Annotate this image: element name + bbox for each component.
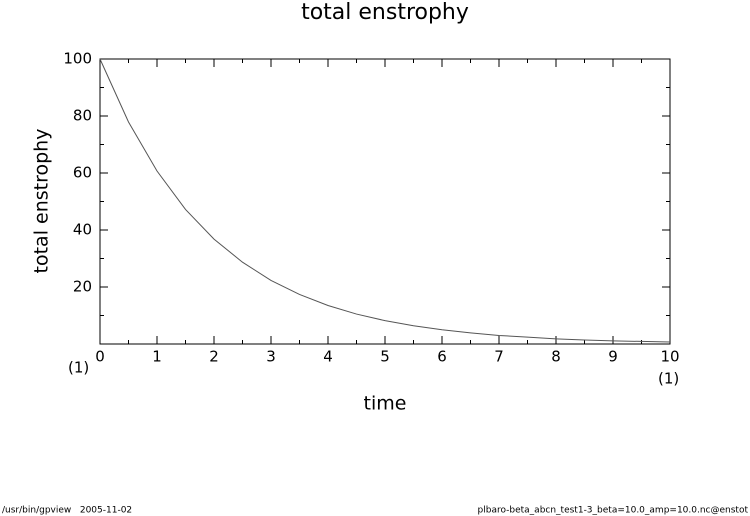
x-axis-label: time (364, 393, 407, 415)
data-line (99, 58, 671, 343)
plot-frame (99, 58, 671, 345)
y-tick-label: 100 (63, 50, 92, 68)
y-axis-label: total enstrophy (31, 129, 53, 274)
x-tick-label: 9 (608, 348, 618, 366)
x-unit-label: (1) (658, 370, 679, 388)
x-tick-label: 4 (323, 348, 333, 366)
x-tick-label: 0 (95, 348, 105, 366)
x-tick-label: 1 (152, 348, 162, 366)
x-tick-label: 2 (209, 348, 219, 366)
footer-right: plbaro-beta_abcn_test1-3_beta=10.0_amp=1… (478, 506, 749, 516)
y-tick-label: 80 (73, 107, 92, 125)
y-tick-label: 20 (73, 278, 92, 296)
x-tick-label: 10 (660, 348, 679, 366)
x-tick-label: 6 (437, 348, 447, 366)
y-tick-label: 60 (73, 164, 92, 182)
chart-title: total enstrophy (301, 0, 469, 25)
y-tick-label: 40 (73, 221, 92, 239)
x-unit-label: (1) (68, 359, 89, 377)
footer-left: /usr/bin/gpview 2005-11-02 (2, 506, 132, 516)
x-tick-label: 7 (494, 348, 504, 366)
x-tick-label: 8 (551, 348, 561, 366)
x-tick-label: 3 (266, 348, 276, 366)
x-tick-label: 5 (380, 348, 390, 366)
